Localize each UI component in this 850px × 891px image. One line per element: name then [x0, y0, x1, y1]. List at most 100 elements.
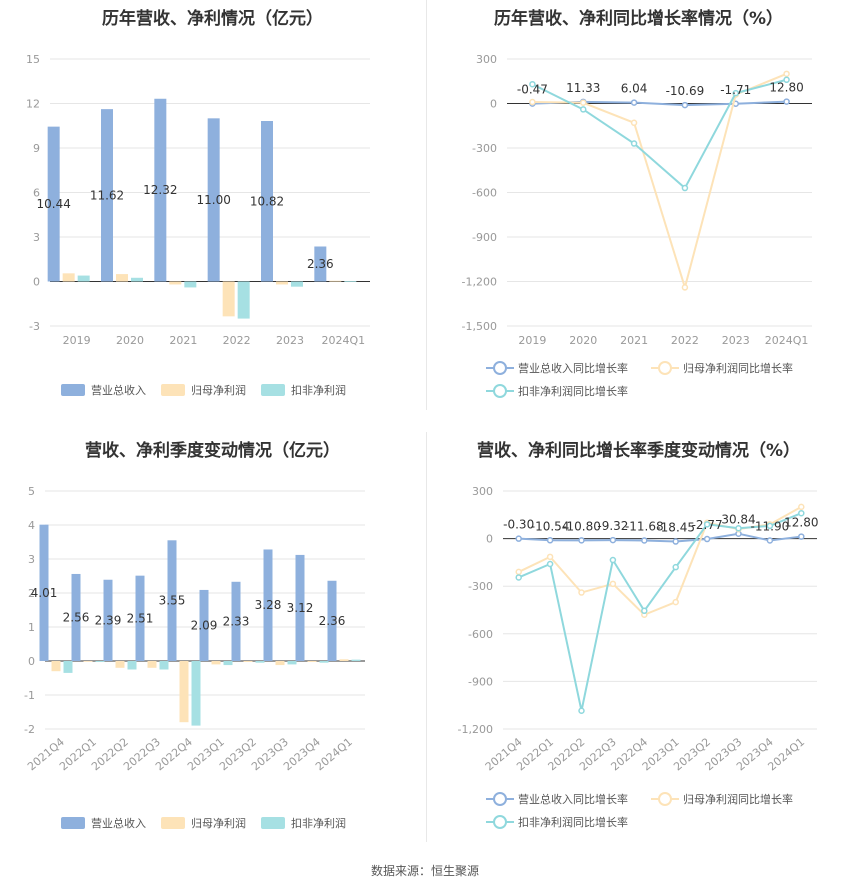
data-point [578, 537, 585, 544]
bar [243, 661, 253, 663]
legend-label: 归母净利润同比增长率 [683, 361, 793, 375]
bar [307, 661, 317, 663]
data-point [578, 589, 585, 596]
legend-swatch-marker [493, 384, 507, 398]
legend-label: 归母净利润 [191, 816, 246, 830]
y-tick-label: 300 [472, 485, 493, 498]
y-tick-label: 0 [486, 533, 493, 546]
bar [51, 661, 61, 672]
chart-title: 营收、净利同比增长率季度变动情况（%） [476, 441, 801, 461]
data-label: 2.39 [95, 613, 122, 627]
bar [47, 126, 60, 282]
bar [222, 281, 235, 317]
data-point [609, 536, 617, 544]
y-tick-label: 2 [28, 587, 35, 600]
bar [39, 524, 49, 661]
legend-label: 扣非净利润同比增长率 [518, 384, 628, 398]
bar [135, 575, 145, 661]
data-label: 30.84 [721, 513, 755, 527]
bar [339, 659, 349, 661]
bar [351, 659, 361, 661]
x-tick-label: 2022 [223, 334, 251, 347]
bar [147, 661, 157, 668]
data-label: -11.68 [625, 519, 664, 533]
chart-title: 历年营收、净利同比增长率情况（%） [493, 9, 784, 29]
bar [63, 661, 73, 673]
bar [101, 109, 113, 282]
bar [237, 281, 250, 319]
data-label: 10.82 [250, 194, 284, 208]
data-point [672, 538, 679, 545]
bar [255, 661, 265, 663]
legend-swatch-marker [658, 792, 672, 806]
data-point [630, 99, 638, 106]
legend-swatch [261, 817, 285, 829]
data-label: 3.12 [287, 601, 314, 615]
x-tick-label: 2022 [671, 334, 699, 347]
legend-swatch-marker [658, 361, 672, 375]
legend-swatch [161, 817, 185, 829]
y-tick-label: -1,500 [462, 320, 497, 333]
legend-swatch [161, 384, 185, 396]
data-point [641, 607, 648, 615]
legend-swatch [61, 384, 85, 396]
bar [329, 280, 342, 282]
bar [62, 273, 75, 282]
quarterly-revenue-profit-chart: 营收、净利季度变动情况（亿元） 5 4 3 2 1 0 -1 -2 2021Q4 2022Q1 20… [0, 432, 425, 852]
data-label: 2.56 [63, 610, 90, 624]
data-label: 4.01 [31, 586, 58, 600]
data-label: 10.44 [36, 197, 70, 211]
bar [95, 661, 105, 663]
data-label: -2.77 [692, 518, 723, 532]
data-point [672, 563, 679, 571]
y-tick-label: -1 [24, 689, 35, 702]
bar [199, 589, 209, 661]
data-point [766, 537, 774, 544]
x-tick-label: 2020 [569, 334, 597, 347]
legend-label: 营业总收入 [91, 816, 146, 830]
chart-svg: 543210-1-22021Q42022Q12022Q22022Q32022Q4… [24, 485, 365, 830]
legend-swatch [261, 384, 285, 396]
x-tick-label: 2024Q1 [765, 334, 809, 347]
bar [167, 540, 177, 661]
series-line [532, 72, 787, 292]
data-point [546, 537, 554, 544]
data-point [798, 503, 805, 511]
bar [71, 573, 81, 661]
bar [115, 661, 125, 668]
y-tick-label: 3 [28, 553, 35, 566]
bar [159, 661, 169, 670]
data-label: -0.30 [503, 518, 534, 532]
data-label: -10.80 [562, 519, 601, 533]
data-label: 11.62 [90, 188, 124, 202]
x-tick-label: 2019 [518, 334, 546, 347]
data-point [766, 522, 774, 530]
data-point [609, 580, 617, 588]
legend-swatch [61, 817, 85, 829]
x-tick-label: 2021 [169, 334, 197, 347]
quarterly-growth-rate-chart: 营收、净利同比增长率季度变动情况（%） 300 0 -300 -600 -900 -1,2… [427, 432, 850, 852]
legend-swatch-marker [493, 792, 507, 806]
bar [103, 579, 113, 661]
data-label: 12.32 [143, 183, 177, 197]
y-tick-label: 0 [33, 276, 40, 289]
data-label: -11.90 [751, 519, 790, 533]
data-point [609, 556, 617, 564]
y-tick-label: -1,200 [462, 276, 497, 289]
data-point [515, 568, 522, 576]
data-label: -18.45 [656, 521, 695, 535]
chart-title: 营收、净利季度变动情况（亿元） [85, 441, 340, 461]
legend-label: 营业总收入 [91, 383, 146, 397]
vertical-divider-top [426, 0, 427, 410]
series-line [518, 512, 802, 711]
y-tick-label: 15 [26, 53, 40, 66]
chart-svg: 15 12 9 6 3 0 -3 2019 2020 2021 2022 2023 2024Q1 10.4… [26, 53, 370, 397]
data-point [783, 76, 790, 84]
y-tick-label: 0 [490, 98, 497, 111]
bar [116, 274, 128, 282]
data-label: 3.28 [255, 598, 282, 612]
vertical-divider-bottom [426, 432, 427, 842]
data-point [798, 509, 805, 517]
x-tick-label: 2020 [116, 334, 144, 347]
y-tick-label: 12 [26, 98, 40, 111]
